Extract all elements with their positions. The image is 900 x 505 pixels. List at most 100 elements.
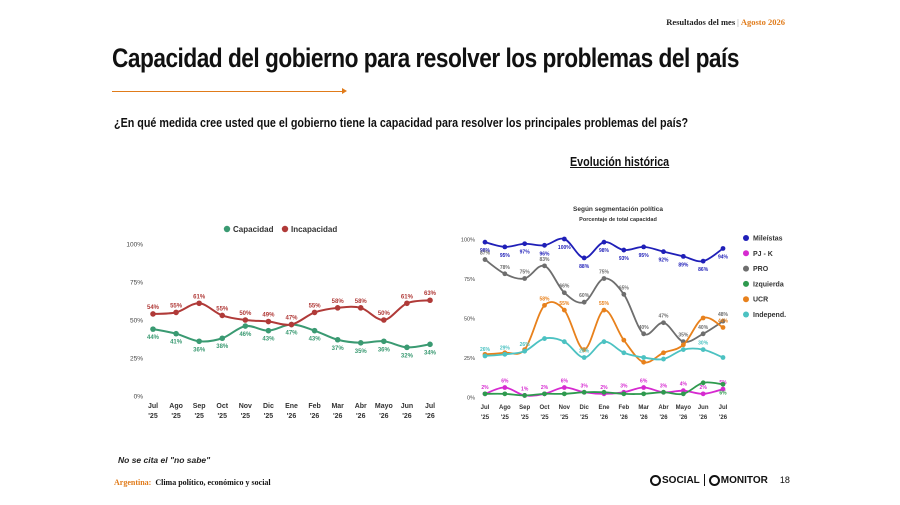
data-point <box>601 339 607 345</box>
data-label: 2% <box>600 385 608 391</box>
legend-marker <box>281 225 289 233</box>
q-logo-icon <box>708 474 720 486</box>
chart-subtitle: Porcentaje de total capacidad <box>579 217 657 223</box>
data-point <box>621 291 627 297</box>
x-tick-year: '25 <box>194 413 204 420</box>
data-label: 88% <box>579 264 590 270</box>
data-point <box>621 391 627 397</box>
data-point <box>196 300 202 307</box>
data-point <box>561 391 567 397</box>
data-point <box>265 327 272 334</box>
data-point <box>522 276 528 281</box>
x-tick-label: Feb <box>308 403 320 410</box>
capacity-by-segment-chart: Según segmentación política Porcentaje de… <box>461 206 786 421</box>
data-point <box>661 320 666 326</box>
data-point <box>641 355 647 360</box>
q-logo-icon <box>650 474 661 486</box>
monitor-logo-text: MONITOR <box>720 474 768 486</box>
legend-marker <box>223 225 231 233</box>
data-point <box>482 391 488 397</box>
x-tick-year: '25 <box>501 415 510 421</box>
legend-marker <box>743 296 749 303</box>
data-label: 87% <box>480 251 491 257</box>
legend-label: Capacidad <box>233 225 274 234</box>
data-point <box>381 317 387 323</box>
data-label: 32% <box>401 353 414 359</box>
data-label: 40% <box>698 325 709 331</box>
data-point <box>680 391 686 397</box>
x-tick-label: Mayo <box>375 403 393 410</box>
data-label: 75% <box>599 270 610 276</box>
footnote: No se cita el "no sabe" <box>118 455 211 465</box>
data-point <box>680 342 686 348</box>
logo-divider <box>703 474 705 486</box>
y-tick-label: 75% <box>130 280 143 287</box>
x-tick-label: Jun <box>401 403 413 410</box>
data-point <box>288 321 295 328</box>
data-label: 29% <box>500 345 511 351</box>
x-tick-label: Jul <box>719 405 728 411</box>
data-point <box>381 338 387 345</box>
legend-label: Mileístas <box>753 236 783 243</box>
x-tick-year: '26 <box>719 415 728 421</box>
data-label: 35% <box>355 349 368 355</box>
data-point <box>601 307 607 313</box>
page-title: Capacidad del gobierno para resolver los… <box>112 43 739 73</box>
data-label: 94% <box>718 254 729 260</box>
data-point <box>700 315 706 321</box>
y-tick-label: 25% <box>130 356 143 363</box>
data-point <box>561 339 567 345</box>
x-tick-label: Dic <box>579 405 589 411</box>
data-label: 4% <box>680 382 688 388</box>
x-tick-year: '25 <box>540 415 549 421</box>
data-point <box>661 389 666 395</box>
data-label: 36% <box>193 347 206 353</box>
data-label: 58% <box>539 296 550 302</box>
x-tick-label: Jun <box>698 405 709 411</box>
data-label: 6% <box>501 379 509 385</box>
legend-label: PRO <box>753 266 769 273</box>
footer-topic: Clima político, económico y social <box>155 478 271 487</box>
data-point <box>265 318 272 325</box>
data-label: 61% <box>193 294 206 300</box>
footer-label: Argentina: Clima político, económico y so… <box>114 478 271 487</box>
legend-marker <box>743 250 749 257</box>
x-tick-label: Nov <box>559 405 571 411</box>
arrow-icon <box>342 88 347 94</box>
data-label: 55% <box>309 303 322 309</box>
data-label: 3% <box>620 383 628 389</box>
data-point <box>522 393 528 398</box>
data-point <box>502 244 508 250</box>
data-point <box>482 239 488 245</box>
x-tick-year: '26 <box>425 413 435 420</box>
data-point <box>404 300 410 307</box>
data-label: 75% <box>520 270 531 276</box>
y-tick-label: 100% <box>126 242 143 249</box>
survey-question: ¿En qué medida cree usted que el gobiern… <box>114 116 689 130</box>
social-logo-text: SOCIAL <box>662 474 700 486</box>
data-point <box>502 351 508 357</box>
data-point <box>700 347 706 352</box>
data-label: 35% <box>678 333 689 339</box>
data-label: 98% <box>480 248 491 254</box>
data-point <box>661 356 666 362</box>
x-tick-year: '26 <box>402 413 412 420</box>
data-label: 93% <box>619 256 630 262</box>
y-tick-label: 0% <box>467 396 475 402</box>
x-tick-label: Abr <box>658 405 669 411</box>
y-tick-label: 50% <box>464 317 475 323</box>
x-tick-year: '26 <box>620 415 629 421</box>
data-label: 44% <box>147 335 160 341</box>
data-point <box>700 391 706 397</box>
evolucion-heading: Evolución histórica <box>570 155 670 169</box>
data-label: 25% <box>579 349 590 355</box>
x-tick-year: '25 <box>580 415 589 421</box>
report-date: Agosto 2026 <box>740 17 785 27</box>
data-label: 47% <box>285 331 298 337</box>
data-point <box>502 385 508 390</box>
data-point <box>561 290 567 296</box>
data-label: 3% <box>660 383 668 389</box>
x-tick-year: '25 <box>560 415 569 421</box>
data-label: 61% <box>401 294 414 300</box>
x-tick-year: '25 <box>218 413 228 420</box>
